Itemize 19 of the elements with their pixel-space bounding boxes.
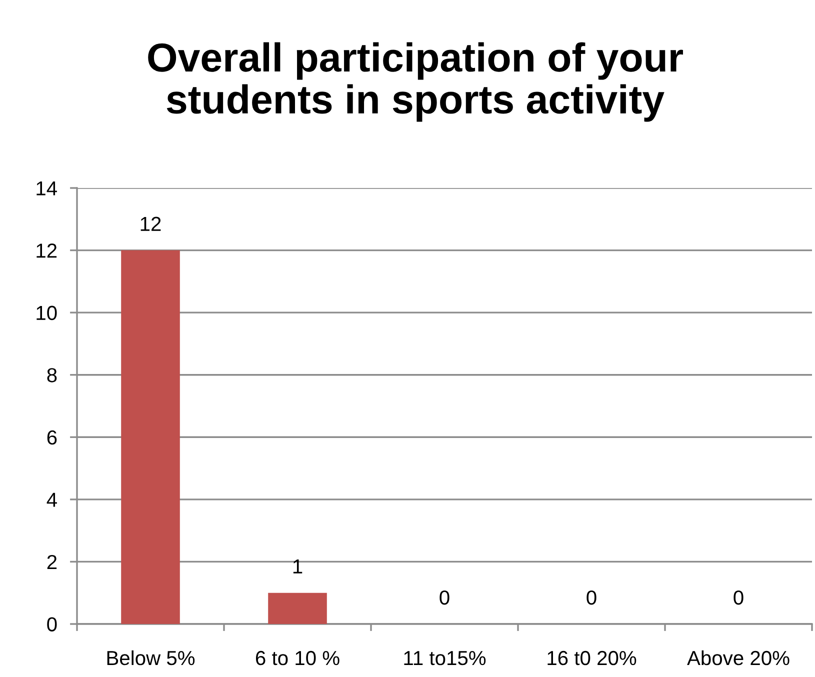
data-label: 1 [293,560,302,574]
data-label: 0 [734,590,744,605]
y-tick-label: 4 [46,492,57,507]
x-tick-label: Above 20% [687,650,790,666]
y-tick-label: 12 [36,244,57,258]
data-label: 12 [140,216,161,231]
chart-title: Overall participation of your students in sports activity [148,42,683,122]
y-tick-label: 8 [47,368,57,382]
y-tick-label: 0 [47,617,57,632]
y-tick-label: 10 [36,306,57,320]
x-tick-label: Below 5% [107,650,195,666]
x-tick-label: 6 to 10 % [256,650,340,666]
data-label: 0 [440,590,450,605]
y-tick-label: 6 [47,430,57,445]
y-tick-label: 14 [36,181,57,196]
y-tick-label: 2 [47,554,57,570]
x-tick-label: 16 t0 20% [548,650,636,666]
data-label: 0 [586,590,596,605]
x-tick-label: 11 to15% [404,651,486,666]
